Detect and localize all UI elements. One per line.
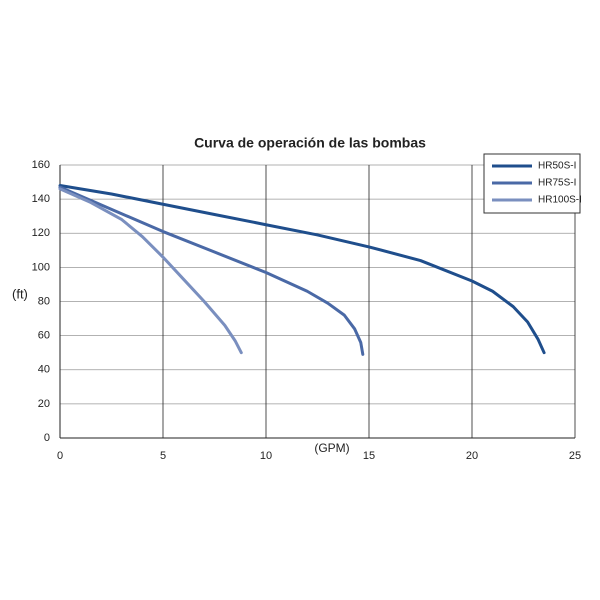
y-tick-label: 100 <box>32 261 50 273</box>
chart-title: Curva de operación de las bombas <box>194 135 426 151</box>
y-tick-label: 20 <box>38 398 50 410</box>
y-tick-label: 80 <box>38 295 50 307</box>
x-tick-label: 20 <box>466 450 478 462</box>
legend-label: HR100S-I <box>538 195 582 206</box>
legend-label: HR50S-I <box>538 161 576 172</box>
x-axis-label: (GPM) <box>314 441 349 455</box>
y-tick-label: 0 <box>44 432 50 444</box>
y-tick-label: 140 <box>32 193 50 205</box>
legend-label: HR75S-I <box>538 178 576 189</box>
y-axis-label: (ft) <box>12 286 28 301</box>
x-tick-label: 0 <box>57 450 63 462</box>
y-tick-label: 120 <box>32 227 50 239</box>
y-tick-label: 60 <box>38 330 50 342</box>
line-series <box>58 185 365 356</box>
y-tick-label: 40 <box>38 364 50 376</box>
x-tick-label: 15 <box>363 450 375 462</box>
line-series <box>58 187 243 355</box>
x-tick-label: 10 <box>260 450 272 462</box>
x-tick-label: 25 <box>569 450 581 462</box>
x-tick-label: 5 <box>160 450 166 462</box>
line-series <box>58 183 546 355</box>
y-tick-label: 160 <box>32 159 50 171</box>
